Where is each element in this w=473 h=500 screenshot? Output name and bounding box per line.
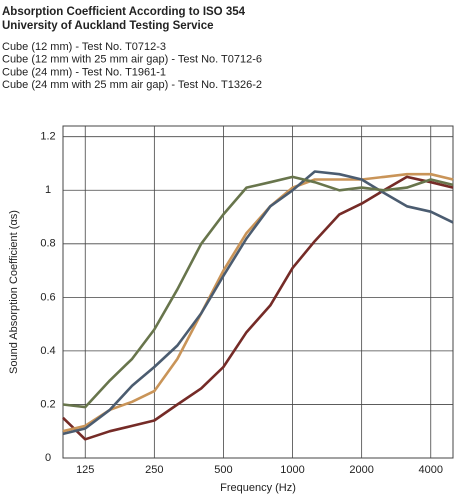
y-tick-label: 0.6 bbox=[40, 291, 55, 303]
x-tick-label: 125 bbox=[76, 464, 94, 476]
series-line bbox=[62, 172, 454, 433]
y-tick-label: 0.4 bbox=[40, 345, 55, 357]
series-line bbox=[62, 175, 454, 441]
x-axis-title: Frequency (Hz) bbox=[220, 482, 296, 494]
y-tick-label: 0.2 bbox=[40, 398, 55, 410]
y-axis-title: Sound Absorption Coefficient (αs) bbox=[8, 210, 20, 374]
plot-frame bbox=[62, 125, 454, 459]
series-line bbox=[62, 175, 454, 409]
chart-title: Absorption Coefficient According to ISO … bbox=[2, 6, 246, 18]
legend-entry: Cube (12 mm with 25 mm air gap) - Test N… bbox=[2, 54, 262, 66]
x-tick-label: 250 bbox=[145, 464, 163, 476]
legend-entry: Cube (24 mm) - Test No. T1961-1 bbox=[2, 66, 166, 78]
y-tick-label: 1.2 bbox=[40, 131, 55, 143]
y-tick-label: 1 bbox=[45, 184, 51, 196]
chart-subtitle: University of Auckland Testing Service bbox=[2, 20, 214, 32]
x-tick-label: 4000 bbox=[419, 464, 443, 476]
series-line bbox=[62, 170, 454, 436]
y-tick-label: 0.8 bbox=[40, 238, 55, 250]
legend-entry: Cube (24 mm with 25 mm air gap) - Test N… bbox=[2, 79, 262, 91]
x-tick-label: 2000 bbox=[349, 464, 373, 476]
y-tick-label: 0 bbox=[45, 452, 51, 464]
x-tick-label: 500 bbox=[214, 464, 232, 476]
x-tick-label: 1000 bbox=[280, 464, 304, 476]
legend-entry: Cube (12 mm) - Test No. T0712-3 bbox=[2, 41, 166, 53]
